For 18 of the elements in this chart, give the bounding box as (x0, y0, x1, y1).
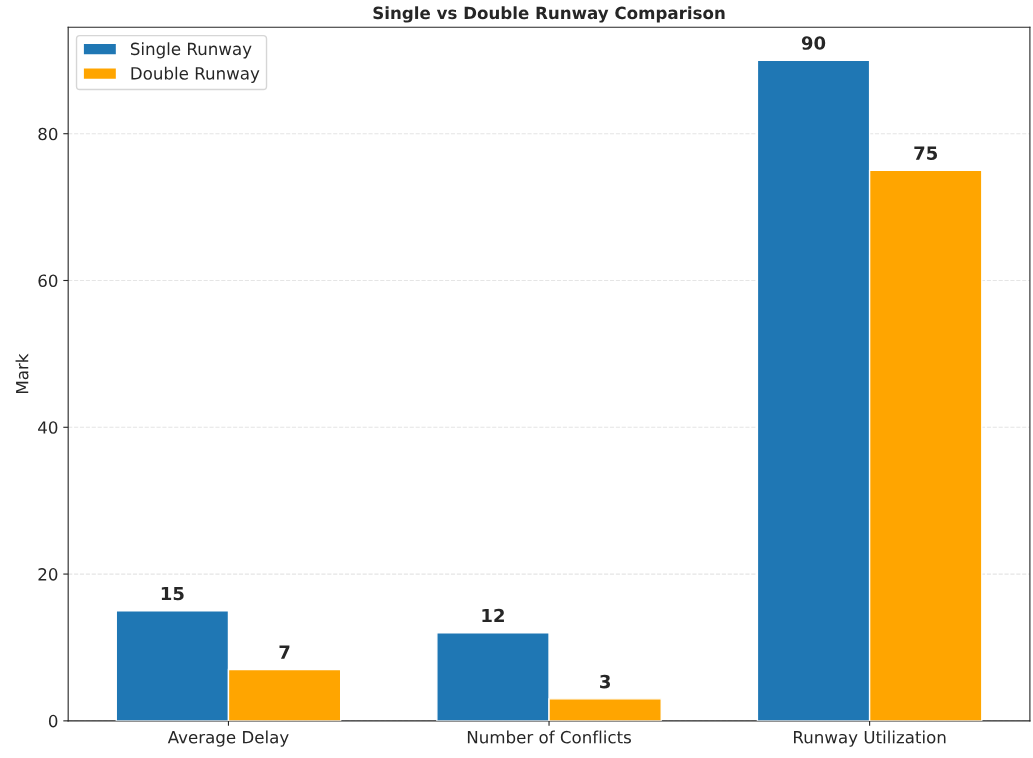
data-label: 75 (914, 146, 938, 160)
y-axis-title: Mark (15, 353, 29, 393)
chart-title: Single vs Double Runway Comparison (373, 6, 725, 23)
legend-label: Double Runway (131, 66, 260, 83)
data-label: 3 (600, 674, 610, 689)
data-label: 12 (482, 608, 504, 623)
data-label: 90 (801, 36, 826, 50)
y-tick-label: 40 (38, 421, 58, 434)
x-tick-label: Runway Utilization (794, 730, 946, 747)
legend-label: Single Runway (130, 42, 252, 59)
y-tick-label: 20 (38, 568, 58, 581)
data-label: 15 (161, 586, 184, 601)
y-tick-label: 80 (38, 127, 58, 141)
x-tick-label: Number of Conflicts (467, 730, 631, 744)
data-label: 7 (279, 645, 290, 659)
y-tick-label: 60 (38, 274, 58, 288)
y-tick-label: 0 (48, 714, 58, 728)
x-tick-label: Average Delay (167, 730, 289, 747)
